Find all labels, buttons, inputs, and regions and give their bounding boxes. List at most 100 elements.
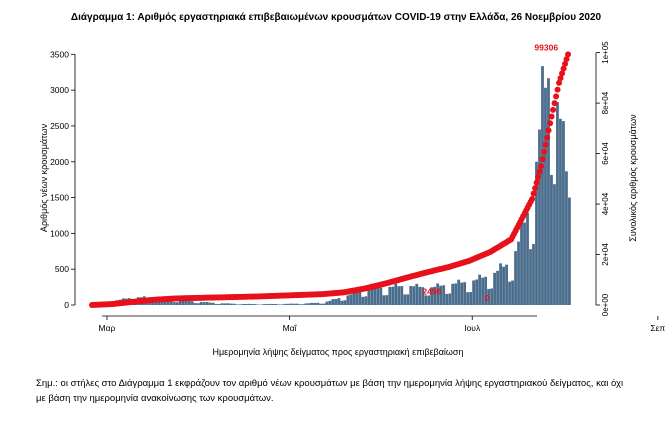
bar (265, 304, 269, 305)
bar (244, 303, 248, 305)
bar (205, 301, 209, 305)
bar (340, 300, 344, 305)
bar (358, 291, 362, 305)
bar (442, 285, 446, 305)
y2-tick-label: 0e+00 (601, 293, 610, 316)
bar (406, 294, 410, 305)
y-tick-label: 3000 (50, 85, 69, 95)
bar (175, 302, 179, 305)
bar (568, 197, 571, 305)
bar (517, 241, 520, 305)
bar (475, 279, 479, 305)
bar (310, 302, 314, 305)
caption-line-2: με βάση την ημερομηνία ανακοίνωσης των κ… (36, 393, 274, 404)
bar (295, 303, 299, 305)
bar (328, 300, 332, 305)
y2-axis-label: Συνολικός αριθμός κρουσμάτων (628, 114, 638, 242)
bar (289, 303, 293, 305)
cumulative-point (553, 93, 560, 100)
cumulative-point (548, 113, 555, 120)
bar (364, 296, 368, 305)
bar (559, 118, 562, 305)
bar (193, 303, 197, 305)
x-tick-label: Μαΐ (283, 323, 298, 333)
cumulative-label: 99306 (534, 42, 558, 52)
bar (361, 296, 365, 305)
bar (550, 175, 553, 305)
bar (298, 304, 302, 305)
bar (382, 295, 386, 305)
cumulative-point (560, 65, 567, 72)
cumulative-point (557, 75, 564, 82)
bar (202, 302, 206, 305)
chart-title: Διάγραμμα 1: Αριθμός εργαστηριακά επιβεβ… (70, 12, 602, 23)
bar (565, 171, 568, 305)
bar (535, 161, 538, 305)
cumulative-point (545, 127, 552, 134)
y-tick-label: 3500 (50, 49, 69, 59)
cumulative-point (551, 100, 558, 107)
bar (376, 288, 380, 305)
cumulative-point (541, 148, 548, 155)
x-tick-label: Σεπ (650, 323, 665, 333)
bar (394, 283, 398, 305)
bar (397, 286, 401, 305)
bar (214, 303, 218, 305)
y2-tick-label: 6e+04 (601, 142, 610, 165)
y2-tick-label: 1e+05 (601, 41, 610, 64)
bar (448, 293, 452, 305)
bar (439, 285, 443, 305)
bar (325, 301, 329, 305)
bar (415, 283, 419, 305)
bar (520, 221, 523, 305)
bar (427, 295, 431, 305)
bar (253, 304, 257, 305)
bar (457, 279, 461, 305)
x-axis-label: Ημερομηνία λήψης δείγματος προς εργαστηρ… (213, 347, 464, 357)
caption-line-1: Σημ.: οι στήλες στο Διάγραμμα 1 εκφράζου… (36, 378, 624, 389)
bar (523, 222, 526, 305)
bar (178, 300, 182, 305)
bar (187, 301, 191, 305)
bar (418, 286, 422, 305)
bar (487, 288, 490, 305)
bar (496, 270, 499, 305)
bar (349, 294, 353, 305)
bar (460, 282, 464, 305)
bar (196, 303, 200, 305)
bar (454, 283, 458, 305)
bar (172, 302, 176, 305)
bar (166, 299, 170, 305)
bar (490, 288, 493, 305)
cumulative-point (536, 168, 543, 175)
bar (529, 249, 532, 305)
cumulative-point (550, 106, 557, 113)
bar (229, 303, 233, 305)
bar (184, 300, 188, 305)
bar (235, 304, 239, 305)
cumulative-point (554, 86, 561, 93)
y2-tick-label: 2e+04 (601, 243, 610, 266)
bar (553, 184, 556, 305)
cumulative-point (559, 70, 566, 77)
bar (322, 303, 326, 305)
bar (262, 304, 266, 305)
bar (268, 303, 272, 305)
x-tick-label: Μαρ (99, 323, 116, 333)
bar (283, 303, 287, 305)
bar (391, 286, 395, 305)
y-tick-label: 1500 (50, 193, 69, 203)
bar (226, 303, 230, 305)
cumulative-point (565, 51, 572, 58)
cumulative-point (535, 174, 542, 181)
bar (208, 302, 212, 305)
y2-tick-label: 8e+04 (601, 91, 610, 114)
bar (238, 304, 242, 305)
y-axis-label: Αριθμός νέων κρουσμάτων (39, 123, 49, 232)
y2-tick-label: 4e+04 (601, 192, 610, 215)
bar (469, 292, 473, 305)
cumulative-point (538, 163, 545, 170)
bar (556, 102, 559, 305)
bar (421, 287, 425, 305)
